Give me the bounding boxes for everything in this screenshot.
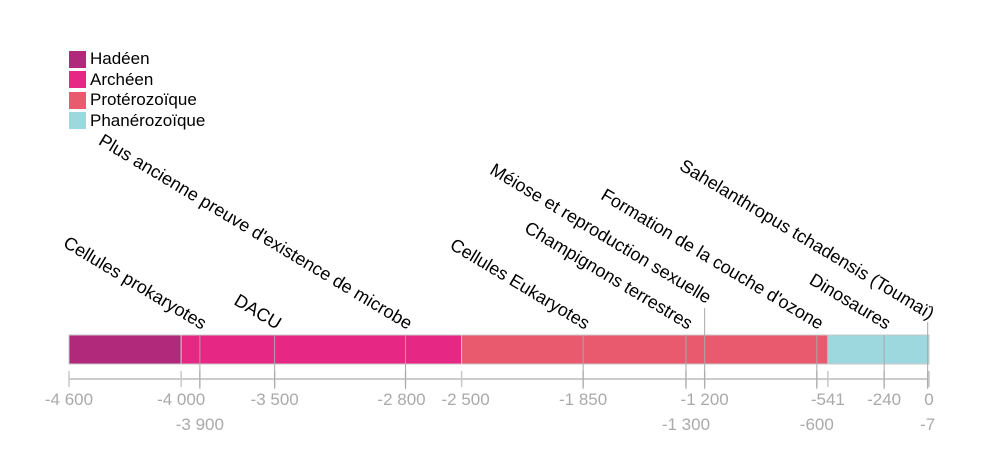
- event-label: Cellules prokaryotes: [60, 232, 210, 333]
- tick-label: -3 500: [251, 390, 299, 409]
- tick-label: -3 900: [176, 415, 224, 434]
- legend-label: Phanérozoïque: [90, 110, 206, 130]
- legend: Hadéen Archéen Protérozoïque Phanérozoïque: [69, 49, 205, 131]
- legend-swatch: [69, 91, 86, 109]
- legend-item: Hadéen: [69, 49, 205, 70]
- tick-label: -1 850: [559, 390, 607, 409]
- tick-label: -600: [800, 415, 834, 434]
- era-bar: [827, 334, 930, 365]
- legend-item: Protérozoïque: [69, 90, 205, 111]
- legend-swatch: [69, 71, 86, 89]
- event-label: Sahelanthropus tchadensis (Toumaï): [676, 155, 938, 323]
- tick-label: -1 200: [681, 390, 729, 409]
- event-label: DACU: [231, 290, 285, 333]
- tick-label: -2 800: [377, 390, 425, 409]
- tick-label: -541: [811, 390, 845, 409]
- legend-swatch: [69, 50, 86, 68]
- era-bar: [180, 334, 463, 365]
- legend-label: Protérozoïque: [90, 90, 197, 110]
- tick-label: -7: [920, 415, 935, 434]
- legend-item: Archéen: [69, 70, 205, 91]
- legend-label: Archéen: [90, 69, 154, 89]
- tick-label: -1 300: [662, 415, 710, 434]
- era-bar: [461, 334, 829, 365]
- tick-label: -4 000: [157, 390, 205, 409]
- legend-item: Phanérozoïque: [69, 111, 205, 132]
- legend-swatch: [69, 112, 86, 130]
- tick-label: -240: [867, 390, 901, 409]
- tick-label: -4 600: [45, 390, 93, 409]
- tick-label: -2 500: [442, 390, 490, 409]
- tick-label: 0: [924, 390, 933, 409]
- era-bar: [68, 334, 182, 365]
- legend-label: Hadéen: [90, 49, 150, 69]
